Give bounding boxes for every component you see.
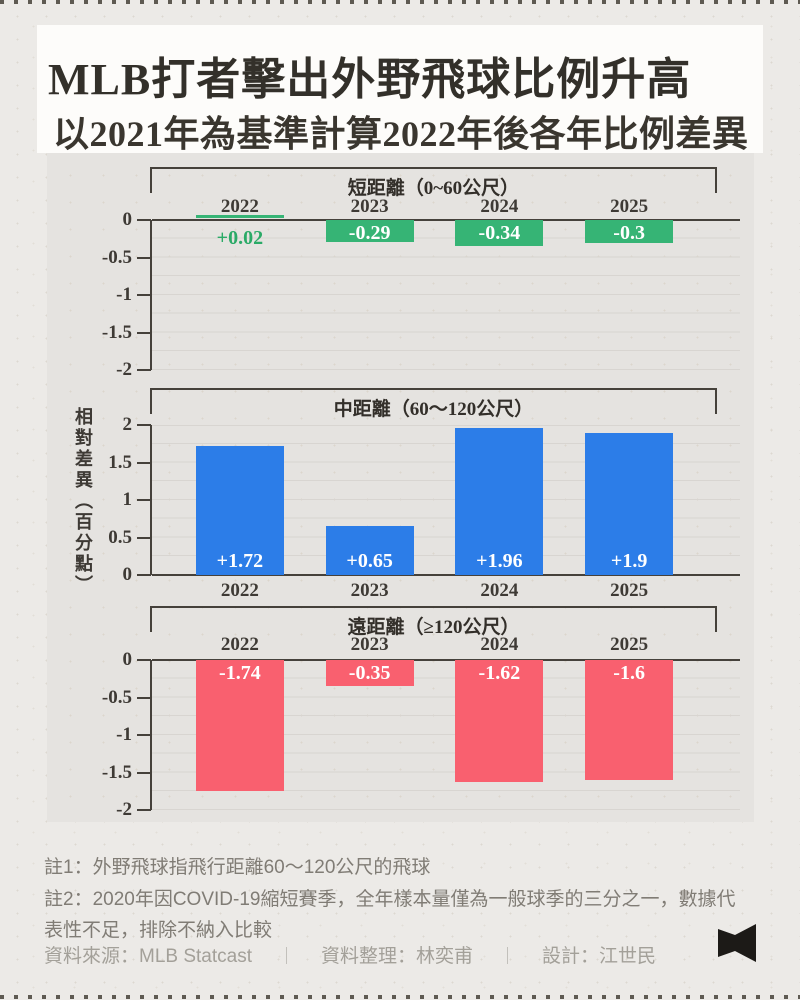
- mirror-bowtie-logo: [718, 924, 756, 962]
- page-subtitle: 以2021年為基準計算2022年後各年比例差異: [53, 114, 749, 154]
- credit-editor: 資料整理：林奕甫: [321, 946, 474, 967]
- footnote-2: 註2：2020年因COVID-19縮短賽季，全年樣本量僅為一般球季的三分之一，數…: [44, 889, 736, 941]
- chart-panel: [47, 153, 754, 822]
- footnote-1: 註1：外野飛球指飛行距離60～120公尺的飛球: [44, 857, 431, 878]
- title-card: MLB打者擊出外野飛球比例升高 以2021年為基準計算2022年後各年比例差異: [37, 25, 763, 154]
- credit-separator: ｜: [278, 947, 295, 966]
- perforation-top: [0, 0, 800, 4]
- credit-separator: ｜: [499, 947, 517, 966]
- credits-bar: 資料來源：MLB Statcast ｜ 資料整理：林奕甫 ｜ 設計：江世民: [44, 941, 656, 968]
- page-title: MLB打者擊出外野飛球比例升高: [48, 55, 692, 104]
- credit-designer: 設計：江世民: [542, 946, 657, 967]
- credit-source: 資料來源：MLB Statcast: [44, 946, 252, 967]
- perforation-bottom: [0, 995, 800, 999]
- y-axis-label: 相對差異（百分點）: [73, 407, 93, 596]
